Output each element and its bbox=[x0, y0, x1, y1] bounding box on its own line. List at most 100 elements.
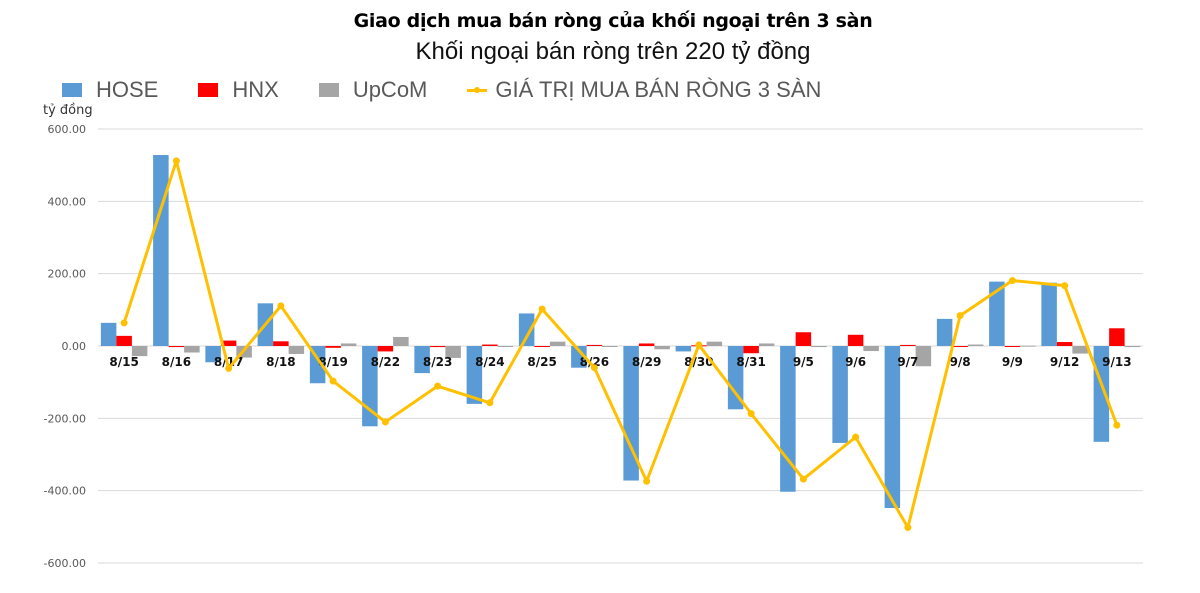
bar-upcom bbox=[184, 346, 200, 353]
net-value-marker bbox=[1008, 277, 1016, 285]
bar-hnx bbox=[168, 346, 185, 348]
bar-upcom bbox=[497, 346, 514, 347]
x-category-label: 8/25 bbox=[527, 355, 556, 369]
net-value-marker bbox=[172, 157, 180, 165]
net-value-marker bbox=[120, 319, 128, 327]
y-tick-label: 200.00 bbox=[48, 268, 87, 281]
x-category-label: 8/23 bbox=[423, 355, 452, 369]
legend-item-upcom[interactable]: UpCoM bbox=[318, 77, 428, 103]
y-tick-label: 0.00 bbox=[62, 340, 87, 353]
net-value-marker bbox=[1113, 421, 1121, 429]
bar-hose bbox=[727, 346, 744, 410]
bar-hose bbox=[884, 346, 901, 509]
bar-upcom bbox=[549, 341, 566, 346]
bar-hnx bbox=[273, 341, 289, 346]
x-category-label: 8/19 bbox=[318, 355, 347, 369]
bar-hnx bbox=[795, 332, 812, 346]
net-value-marker bbox=[1061, 282, 1069, 290]
x-category-label: 8/31 bbox=[736, 355, 765, 369]
bar-upcom bbox=[602, 346, 618, 347]
x-category-label: 8/15 bbox=[109, 355, 138, 369]
bar-upcom bbox=[393, 336, 409, 346]
bar-hnx bbox=[1004, 346, 1021, 347]
net-value-marker bbox=[486, 399, 494, 407]
legend-item-hnx[interactable]: HNX bbox=[198, 77, 279, 103]
bar-hnx bbox=[1109, 328, 1125, 346]
x-category-label: 9/6 bbox=[845, 355, 866, 369]
bar-upcom bbox=[1020, 345, 1036, 347]
bar-hnx bbox=[220, 340, 237, 346]
x-category-label: 8/24 bbox=[475, 355, 504, 369]
bar-hnx bbox=[900, 344, 916, 346]
bar-hnx bbox=[116, 335, 132, 346]
y-tick-label: -400.00 bbox=[44, 485, 86, 498]
bar-upcom bbox=[811, 346, 827, 348]
bar-hnx bbox=[325, 346, 341, 348]
bar-hose bbox=[414, 346, 430, 374]
chart-title: Giao dịch mua bán ròng của khối ngoại tr… bbox=[353, 10, 873, 32]
bar-hnx bbox=[482, 344, 498, 346]
bar-hose bbox=[989, 281, 1005, 346]
legend-label-hnx: HNX bbox=[232, 77, 279, 102]
y-tick-label: 600.00 bbox=[48, 123, 87, 136]
bar-upcom bbox=[654, 346, 670, 350]
bar-hose bbox=[153, 155, 169, 346]
line-marker-icon bbox=[467, 86, 488, 93]
chart-subtitle: Khối ngoại bán ròng trên 220 tỷ đồng bbox=[415, 38, 811, 65]
y-tick-label: 400.00 bbox=[48, 195, 87, 208]
net-value-marker bbox=[643, 477, 651, 485]
bar-upcom bbox=[1124, 346, 1141, 348]
upcom-swatch-icon bbox=[318, 83, 339, 97]
x-category-label: 8/29 bbox=[632, 355, 661, 369]
bar-hnx bbox=[952, 346, 968, 347]
x-category-label: 9/8 bbox=[950, 355, 971, 369]
x-category-label: 8/16 bbox=[162, 355, 191, 369]
legend-label-net-value: GIÁ TRỊ MUA BÁN RÒNG 3 SÀN bbox=[495, 77, 822, 102]
x-category-label: 9/5 bbox=[793, 355, 814, 369]
bar-upcom bbox=[915, 346, 932, 367]
net-value-marker bbox=[695, 341, 703, 349]
bar-hose bbox=[205, 346, 221, 363]
bar-hose bbox=[1041, 282, 1057, 346]
y-tick-label: -600.00 bbox=[44, 557, 86, 570]
bar-upcom bbox=[340, 343, 357, 346]
net-value-marker bbox=[225, 364, 233, 372]
net-value-marker bbox=[956, 312, 964, 320]
bar-upcom bbox=[288, 346, 305, 354]
net-value-marker bbox=[538, 305, 546, 313]
net-value-marker bbox=[747, 410, 755, 418]
y-tick-label: -200.00 bbox=[44, 412, 86, 425]
bar-hose bbox=[571, 346, 587, 368]
hnx-swatch-icon bbox=[198, 83, 219, 97]
net-value-line bbox=[122, 159, 1119, 530]
bar-hnx bbox=[586, 344, 603, 346]
bar-upcom bbox=[758, 343, 775, 346]
bar-hose bbox=[623, 346, 639, 481]
net-value-marker bbox=[904, 524, 912, 532]
bar-hose bbox=[832, 346, 848, 443]
bar-hnx bbox=[429, 346, 446, 348]
legend-label-hose: HOSE bbox=[96, 77, 159, 102]
bar-upcom bbox=[445, 346, 461, 358]
bar-hnx bbox=[847, 334, 864, 346]
bar-upcom bbox=[706, 341, 723, 346]
bar-hnx bbox=[534, 346, 550, 347]
net-value-marker bbox=[590, 364, 598, 372]
bar-upcom bbox=[131, 346, 148, 357]
net-value-marker bbox=[799, 475, 807, 483]
x-category-label: 9/12 bbox=[1050, 355, 1079, 369]
legend-item-net-value[interactable]: GIÁ TRỊ MUA BÁN RÒNG 3 SÀN bbox=[467, 77, 821, 103]
bar-hose bbox=[518, 313, 535, 346]
legend-label-upcom: UpCoM bbox=[352, 77, 428, 102]
net-value-marker bbox=[381, 418, 389, 426]
bar-hnx bbox=[1056, 342, 1073, 346]
legend-item-hose[interactable]: HOSE bbox=[62, 77, 158, 103]
bar-hose bbox=[675, 346, 692, 352]
net-value-marker bbox=[277, 302, 285, 310]
bar-hose bbox=[936, 318, 953, 346]
net-value-marker bbox=[852, 433, 860, 441]
bar-upcom bbox=[863, 346, 879, 352]
bar-hnx bbox=[743, 346, 759, 354]
legend: HOSE HNX UpCoM GIÁ TRỊ MUA BÁN RÒNG 3 SÀ… bbox=[62, 76, 861, 104]
